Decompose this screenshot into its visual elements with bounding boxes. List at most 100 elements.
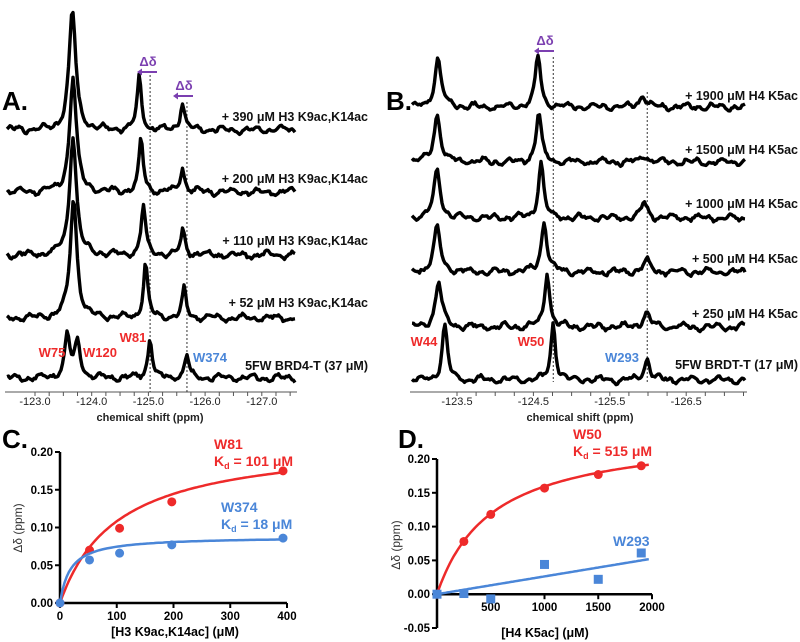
x-tick-label: -126.5 <box>671 396 702 408</box>
data-point <box>540 559 549 569</box>
x-tick-label: -123.0 <box>19 396 50 408</box>
x-tick-label: -124.5 <box>518 396 549 408</box>
data-point <box>432 589 442 599</box>
spectrum-trace <box>411 272 746 334</box>
binding-plot-c: 0.00 0.05 0.10 0.15 0.20 0 100 200 300 400 [H3 K9a… <box>11 436 297 639</box>
data-point <box>55 598 65 608</box>
y-tick-label: -0.05 <box>404 623 431 635</box>
kd-subscript: d <box>583 451 589 461</box>
data-point <box>115 523 125 533</box>
x-axis-label: chemical shift (ppm) <box>527 412 634 424</box>
x-tick-label: -123.5 <box>441 396 472 408</box>
x-tick-label: 300 <box>221 611 240 623</box>
peak-label: W81 <box>120 330 147 345</box>
trace-label: 5FW BRD4-T (37 μM) <box>245 359 368 373</box>
data-point <box>278 466 288 476</box>
x-tick-label: -125.5 <box>594 396 625 408</box>
spectrum-trace <box>410 221 747 278</box>
y-tick-label: 0.15 <box>408 488 431 500</box>
data-point <box>593 470 603 480</box>
spectrum-trace <box>410 113 747 168</box>
x-tick-label: -124.0 <box>76 396 107 408</box>
delta-shift-label: Δδ <box>175 78 192 93</box>
trace-label: + 110 μM H3 K9ac,K14ac <box>222 234 368 248</box>
x-axis-label: chemical shift (ppm) <box>97 412 204 424</box>
x-tick-label: 1000 <box>532 602 558 614</box>
data-point <box>115 548 125 558</box>
kd-label: Kd = 101 μM <box>214 453 293 471</box>
y-tick-label: 0.10 <box>408 522 430 534</box>
trace-label: 5FW BRDT-T (17 μM) <box>675 358 798 372</box>
fit-curve <box>436 557 649 596</box>
y-axis-label: Δδ (ppm) <box>11 503 25 552</box>
y-tick-label: 0.20 <box>408 454 430 466</box>
spectrum-trace <box>5 136 296 262</box>
spectrum-trace <box>410 159 746 224</box>
y-tick-label: 0.00 <box>31 598 53 610</box>
binding-plot-d: -0.05 0.00 0.05 0.10 0.15 0.20 500 1000 1500 2000… <box>389 426 665 640</box>
data-point <box>167 540 177 550</box>
y-tick-label: 0.10 <box>31 523 53 535</box>
data-point <box>636 548 646 558</box>
peak-label: W44 <box>411 334 439 349</box>
panel-label-b: B. <box>386 86 412 116</box>
peak-label: W50 <box>518 334 545 349</box>
series-label: W293 <box>613 533 650 549</box>
kd-symbol: K <box>221 516 231 532</box>
trace-label: + 1500 μM H4 K5ac <box>685 143 798 157</box>
trace-label: + 250 μM H4 K5ac <box>692 307 798 321</box>
data-point <box>85 555 95 565</box>
kd-value: = 101 μM <box>230 453 293 469</box>
peak-label: W293 <box>605 350 639 365</box>
x-tick-label: 400 <box>277 611 296 623</box>
panel-label-c: C. <box>2 424 28 454</box>
trace-label: + 500 μM H4 K5ac <box>692 252 798 266</box>
spectrum-trace <box>410 53 746 113</box>
fit-curve <box>58 471 284 604</box>
arrow-head-icon <box>173 92 178 100</box>
y-tick-label: 0.05 <box>408 555 431 567</box>
x-tick-label: 1500 <box>585 602 611 614</box>
x-tick-label: -126.0 <box>189 396 220 408</box>
x-tick-label: -125.0 <box>133 396 164 408</box>
kd-subscript: d <box>231 524 237 534</box>
panel-label-d: D. <box>398 424 424 454</box>
spectra-panel-b: -123.5 -124.5 -125.5 -126.5 chemical shift (… <box>410 33 798 424</box>
peak-label: W120 <box>83 345 117 360</box>
x-axis-label: [H3 K9ac,K14ac] (μM) <box>111 625 239 639</box>
y-tick-label: 0.00 <box>408 589 430 601</box>
y-axis-label: Δδ (ppm) <box>389 520 403 569</box>
data-point <box>486 594 496 604</box>
series-label: W81 <box>214 436 243 452</box>
x-tick-label: 100 <box>107 611 126 623</box>
arrow-head-icon <box>137 68 142 76</box>
data-point <box>459 589 469 599</box>
arrow-head-icon <box>534 47 539 55</box>
spectrum-trace <box>410 321 747 387</box>
trace-label: + 200 μM H3 K9ac,K14ac <box>222 172 368 186</box>
spectrum-trace <box>5 200 296 324</box>
x-tick-label: 500 <box>481 602 500 614</box>
y-tick-label: 0.20 <box>31 447 53 459</box>
data-point <box>486 509 496 519</box>
x-tick-label: 0 <box>57 611 63 623</box>
series-label: W50 <box>573 426 602 442</box>
trace-label: + 52 μM H3 K9ac,K14ac <box>229 296 368 310</box>
delta-shift-label: Δδ <box>139 54 156 69</box>
trace-label: + 1900 μM H4 K5ac <box>685 89 798 103</box>
data-point <box>636 461 646 471</box>
kd-symbol: K <box>214 453 224 469</box>
trace-label: + 390 μM H3 K9ac,K14ac <box>222 110 368 124</box>
series-label: W374 <box>221 499 258 515</box>
kd-value: = 18 μM <box>237 516 293 532</box>
data-point <box>459 536 469 546</box>
kd-symbol: K <box>573 443 583 459</box>
delta-shift-label: Δδ <box>536 33 553 48</box>
kd-label: Kd = 18 μM <box>221 516 292 534</box>
x-axis-label: [H4 K5ac] (μM) <box>501 626 589 640</box>
kd-value: = 515 μM <box>589 443 652 459</box>
panel-label-a: A. <box>2 86 28 116</box>
spectrum-trace <box>5 10 297 137</box>
data-point <box>278 533 288 543</box>
data-point <box>593 574 603 584</box>
